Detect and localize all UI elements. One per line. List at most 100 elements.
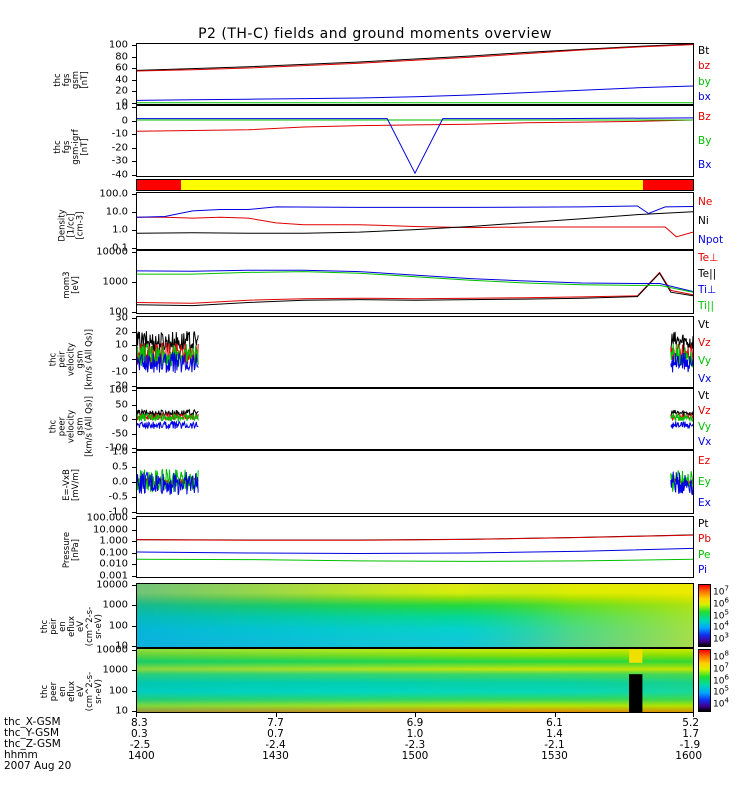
- legend-label-Vz: Vz: [698, 405, 711, 418]
- y-tick-mark: [132, 194, 136, 195]
- series-Bt: [137, 44, 693, 71]
- y-tick-label: 60: [115, 62, 128, 74]
- y-tick-label: 0.5: [112, 461, 128, 473]
- axis-tick-value: 1500: [401, 750, 429, 762]
- axis-tick-value: 0.7: [267, 728, 284, 740]
- series-Vz: [137, 412, 693, 422]
- plot-panel-peir-velocity: [136, 316, 694, 388]
- legend-label-Vt: Vt: [698, 319, 710, 331]
- x-tick-mark: [415, 713, 416, 717]
- axis-row-label: thc_Z-GSM: [4, 738, 61, 750]
- y-tick-label: 100.0: [99, 188, 128, 200]
- legend-label-Npot: Npot: [698, 234, 724, 247]
- y-tick-label: 0: [121, 413, 128, 425]
- status-bar: [136, 179, 694, 191]
- y-tick-label: -0.5: [108, 491, 128, 503]
- status-segment: [137, 180, 182, 190]
- axis-tick-value: 1.4: [546, 728, 563, 740]
- y-tick-mark: [132, 147, 136, 149]
- y-tick-label: -20: [111, 142, 128, 154]
- y-tick-mark: [132, 79, 136, 81]
- y-tick-mark: [132, 390, 136, 391]
- y-tick-label: 10: [115, 101, 128, 113]
- y-tick-mark: [132, 230, 136, 231]
- series-Bx: [137, 117, 693, 175]
- legend-label-Te: Te⊥: [698, 252, 719, 264]
- y-tick-mark: [132, 419, 136, 420]
- y-tick-mark: [132, 161, 136, 163]
- series-group: [137, 205, 693, 238]
- y-tick-label: 10000: [96, 644, 128, 656]
- y-tick-mark: [132, 56, 136, 58]
- axis-row-label: thc_X-GSM: [4, 716, 61, 728]
- axis-tick-value: 5.2: [682, 717, 700, 729]
- y-tick-mark: [132, 107, 136, 108]
- colorbar-tick-label: 106: [713, 673, 729, 686]
- plot-panel-density: [136, 192, 694, 250]
- y-tick-label: 1000: [102, 599, 128, 611]
- y-tick-mark: [132, 358, 136, 360]
- plot-panel-peer-velocity: [136, 388, 694, 450]
- y-tick-mark: [132, 282, 136, 283]
- legend-label-Bz: Bz: [698, 111, 711, 123]
- y-tick-mark: [132, 646, 136, 647]
- colorbar-tick-label: 106: [713, 596, 729, 610]
- y-tick-mark: [132, 91, 136, 93]
- axis-value-row-hhmm: 1400 1430 1500 1530 1600: [128, 750, 702, 762]
- plot-panel-peir-en-eflux: [136, 583, 694, 648]
- series-group: [137, 117, 693, 175]
- legend-label-Bx: Bx: [698, 159, 712, 171]
- y-tick-label: 1000: [102, 664, 128, 676]
- series-Bz: [137, 119, 693, 132]
- y-tick-label: 100: [108, 685, 128, 697]
- y-tick-mark: [132, 529, 136, 531]
- y-tick-label: 10000: [96, 246, 128, 258]
- y-tick-label: 0.0: [112, 476, 128, 488]
- y-tick-mark: [132, 120, 136, 122]
- y-tick-label: 10: [115, 339, 128, 351]
- legend-label-Ti: Ti⊥: [698, 284, 717, 296]
- legend-label-By: By: [698, 135, 712, 147]
- series-bz: [137, 44, 693, 72]
- axis-tick-value: -2.4: [265, 739, 286, 751]
- y-tick-label: 10.0: [105, 206, 128, 218]
- y-tick-label: 20: [115, 85, 128, 97]
- y-tick-label: 100: [108, 39, 128, 51]
- figure-date: 2007 Aug 20: [4, 760, 72, 772]
- legend-label-Vt: Vt: [698, 389, 710, 402]
- x-tick-mark: [136, 713, 137, 717]
- axis-tick-value: 6.1: [546, 717, 563, 729]
- spectrogram-image: [137, 584, 693, 647]
- y-tick-label: 1000: [102, 276, 128, 288]
- y-tick-mark: [132, 518, 136, 519]
- y-tick-label: 20: [115, 326, 128, 338]
- y-tick-mark: [132, 175, 136, 176]
- series-Vy: [137, 412, 693, 423]
- y-tick-label: 10.000: [93, 524, 128, 536]
- legend-label-Pb: Pb: [698, 533, 711, 546]
- y-tick-label: -1.0: [108, 506, 128, 518]
- plot-panel-mom3-temperature: [136, 250, 694, 314]
- y-tick-label: 10: [115, 705, 128, 717]
- axis-tick-value: 1400: [127, 750, 155, 762]
- axis-tick-value: 1600: [675, 750, 703, 762]
- y-tick-label: 100.000: [86, 512, 128, 524]
- colorbar-tick-label: 104: [713, 696, 729, 710]
- series-Te||: [137, 272, 693, 307]
- axis-tick-value: 1530: [541, 750, 568, 762]
- series-group: [137, 331, 693, 374]
- series-Vt: [137, 331, 693, 353]
- y-tick-mark: [132, 386, 136, 387]
- series-Ti||: [137, 271, 693, 293]
- y-tick-mark: [132, 372, 136, 374]
- y-tick-label: 100: [108, 306, 128, 318]
- legend-label-Vz: Vz: [698, 337, 711, 349]
- y-tick-mark: [132, 248, 136, 249]
- legend-label-Ni: Ni: [698, 215, 709, 227]
- y-tick-mark: [132, 711, 136, 712]
- series-Pe: [137, 558, 693, 562]
- y-tick-mark: [132, 497, 136, 498]
- y-tick-mark: [132, 576, 136, 577]
- series-Ti⊥: [137, 269, 693, 292]
- series-Ex: [137, 471, 693, 496]
